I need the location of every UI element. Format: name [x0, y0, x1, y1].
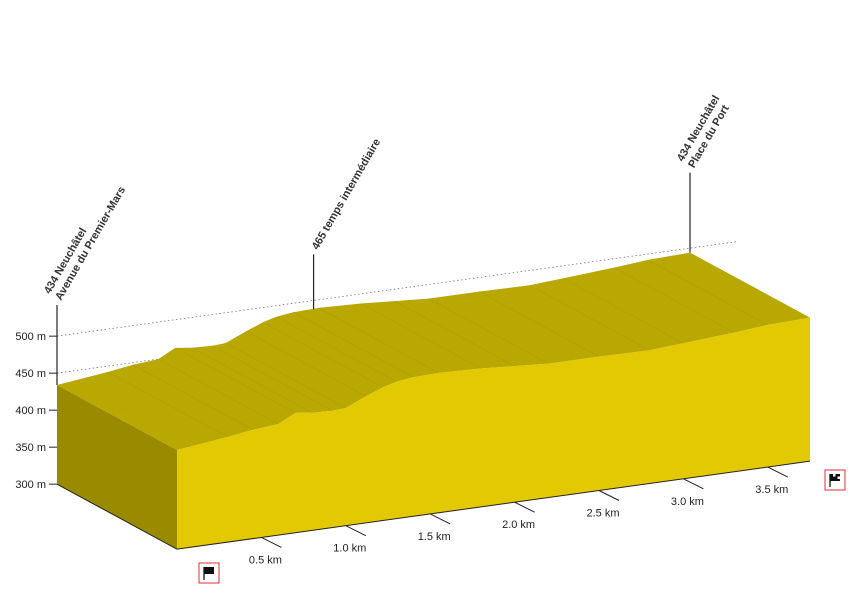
x-tick-label: 3.5 km: [755, 484, 788, 496]
surface-shade-line: [245, 331, 367, 397]
surface-shade-line: [428, 298, 549, 364]
y-tick-label: 350 m: [15, 442, 46, 454]
terrain-body: [57, 252, 810, 550]
x-tick-label: 2.5 km: [586, 507, 619, 519]
x-tick: [261, 536, 282, 548]
surface-shade-line: [225, 342, 346, 409]
x-tick-label: 3.0 km: [671, 496, 704, 508]
gridline-500: [56, 241, 739, 337]
flag-cloth: [204, 567, 214, 574]
y-tick-label: 300 m: [15, 479, 46, 491]
surface-shade-line: [360, 303, 481, 369]
x-tick-label: 1.0 km: [333, 543, 366, 555]
flag-markers: [198, 469, 846, 584]
y-tick-label: 500 m: [15, 331, 46, 343]
x-tick-label: 2.0 km: [502, 519, 535, 531]
flag-finish-icon: [824, 469, 846, 491]
surface-shade-line: [262, 322, 384, 388]
x-tick-label: 1.5 km: [418, 531, 451, 543]
waypoint-label: Avenue du Premier-Mars: [53, 185, 128, 303]
surface-shade-line: [478, 291, 600, 357]
x-tick: [683, 478, 704, 490]
waypoint-label-group: 465 temps intermédiaire: [310, 137, 383, 252]
depth-axis-line: [56, 483, 178, 550]
surface-shade-line: [318, 307, 439, 374]
y-tick-label: 450 m: [15, 368, 46, 380]
terrain-front-face: [177, 317, 810, 550]
x-tick: [598, 490, 620, 501]
terrain-top-surface: [57, 252, 810, 450]
flag-cloth: [830, 474, 840, 481]
flag-start-icon: [198, 562, 220, 584]
surface-shade-line: [293, 311, 414, 378]
x-axis-line: [176, 460, 811, 550]
surface-shade-line: [158, 358, 279, 425]
surface-shade-line: [529, 284, 650, 351]
surface-shade-line: [276, 316, 397, 383]
x-tick-label: 0.5 km: [249, 554, 282, 566]
surface-shade-line: [394, 300, 515, 367]
x-tick: [429, 513, 451, 525]
x-axis: 0.5 km 1.0 km 1.5 km 2.0 km 2.5 km 3.0 km 3.5 …: [176, 460, 811, 566]
surface-shade-line: [212, 345, 333, 411]
y-tick-label: 400 m: [15, 405, 46, 417]
x-tick: [767, 466, 789, 478]
surface-shade-line: [107, 371, 228, 438]
x-tick: [514, 501, 535, 513]
surface-shade-line: [132, 364, 254, 431]
surface-shade-line: [613, 267, 735, 333]
surface-shade-line: [191, 347, 313, 413]
surface-shade-line: [647, 259, 768, 326]
y-axis: 300 m 350 m 400 m 450 m 500 m: [15, 331, 178, 550]
waypoint-label: 465 temps intermédiaire: [310, 137, 383, 252]
terrain-left-side: [57, 385, 177, 550]
surface-shade-line: [563, 278, 684, 344]
x-tick: [345, 525, 367, 537]
surface-shade-line: [175, 347, 296, 414]
flag-check: [837, 476, 840, 479]
flag-check: [833, 474, 836, 477]
